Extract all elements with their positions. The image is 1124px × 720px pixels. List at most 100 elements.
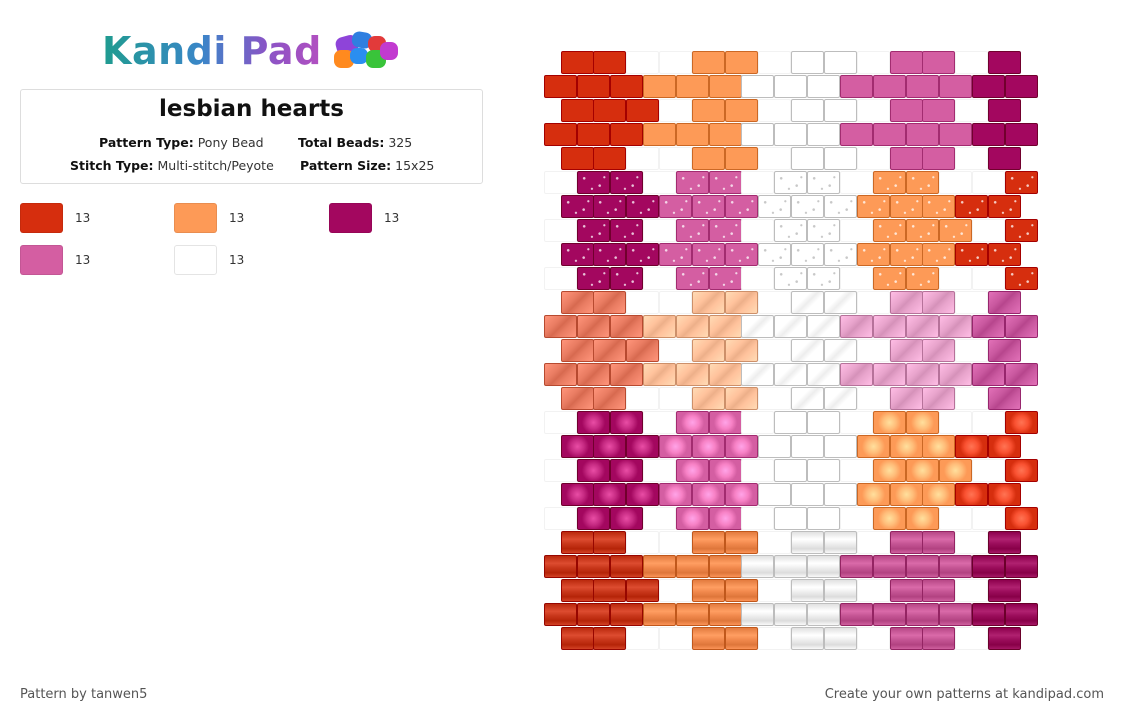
bead (955, 482, 989, 506)
swatch-count: 13 (75, 211, 91, 225)
bead (642, 554, 676, 578)
palette-item[interactable]: 13 (20, 203, 90, 233)
bead (675, 74, 709, 98)
bead (692, 626, 726, 650)
bead (873, 506, 906, 530)
bead (675, 218, 709, 242)
palette-item[interactable]: 13 (329, 203, 399, 233)
bead (675, 170, 709, 194)
bead (560, 146, 594, 170)
bead (889, 626, 923, 650)
bead (544, 506, 577, 530)
bead (873, 314, 906, 338)
bead (823, 386, 857, 410)
bead (741, 506, 775, 530)
bead (708, 554, 742, 578)
bead (708, 506, 742, 530)
bead (593, 50, 627, 74)
color-swatch (174, 245, 217, 275)
bead (544, 410, 577, 434)
bead (544, 122, 577, 146)
bead (609, 362, 643, 386)
bead (708, 218, 742, 242)
swatch-count: 13 (229, 253, 245, 267)
bead (1004, 74, 1038, 98)
bead (659, 194, 693, 218)
bead (856, 338, 890, 362)
bead (626, 578, 660, 602)
bead (642, 506, 676, 530)
bead (675, 266, 709, 290)
bead (692, 578, 726, 602)
bead (659, 578, 693, 602)
beads-icon (330, 26, 408, 76)
bead (692, 98, 726, 122)
bead (642, 122, 676, 146)
bead (823, 626, 857, 650)
bead (807, 362, 841, 386)
bead (790, 482, 824, 506)
bead (938, 122, 972, 146)
bead (675, 314, 709, 338)
bead (725, 338, 758, 362)
bead (922, 626, 956, 650)
bead (626, 338, 660, 362)
bead (1004, 506, 1038, 530)
bead (988, 50, 1022, 74)
bead (544, 170, 577, 194)
bead (922, 578, 956, 602)
bead (971, 362, 1005, 386)
bead (988, 578, 1022, 602)
color-swatch (174, 203, 217, 233)
bead (609, 218, 643, 242)
bead (922, 194, 956, 218)
bead (938, 314, 972, 338)
bead (938, 170, 972, 194)
bead (544, 266, 577, 290)
bead (741, 554, 775, 578)
bead (708, 74, 742, 98)
kandi-pad-logo[interactable]: Kandi Pad (102, 26, 408, 76)
bead (955, 530, 989, 554)
bead (840, 266, 874, 290)
bead (576, 458, 610, 482)
bead (593, 146, 627, 170)
bead (774, 362, 808, 386)
bead (593, 482, 627, 506)
palette-item[interactable]: 13 (174, 203, 244, 233)
bead (922, 338, 956, 362)
kandipad-link[interactable]: Create your own patterns at kandipad.com (824, 687, 1104, 702)
bead (889, 242, 923, 266)
bead (642, 362, 676, 386)
bead (642, 170, 676, 194)
bead (725, 530, 758, 554)
bead (807, 602, 841, 626)
bead (988, 626, 1022, 650)
bead (823, 530, 857, 554)
bead (840, 602, 874, 626)
bead (757, 482, 791, 506)
bead (626, 98, 660, 122)
bead (790, 98, 824, 122)
bead (823, 482, 857, 506)
bead (626, 242, 660, 266)
palette-item[interactable]: 13 (174, 245, 244, 275)
bead (807, 218, 841, 242)
bead (905, 602, 939, 626)
bead (955, 386, 989, 410)
bead (807, 122, 841, 146)
bead (807, 170, 841, 194)
bead (840, 314, 874, 338)
bead (1004, 122, 1038, 146)
bead (971, 314, 1005, 338)
bead (938, 554, 972, 578)
bead (593, 242, 627, 266)
bead (725, 242, 758, 266)
bead (609, 74, 643, 98)
bead (708, 602, 742, 626)
bead (889, 290, 923, 314)
palette-item[interactable]: 13 (20, 245, 90, 275)
bead (807, 506, 841, 530)
bead (642, 410, 676, 434)
bead (675, 458, 709, 482)
